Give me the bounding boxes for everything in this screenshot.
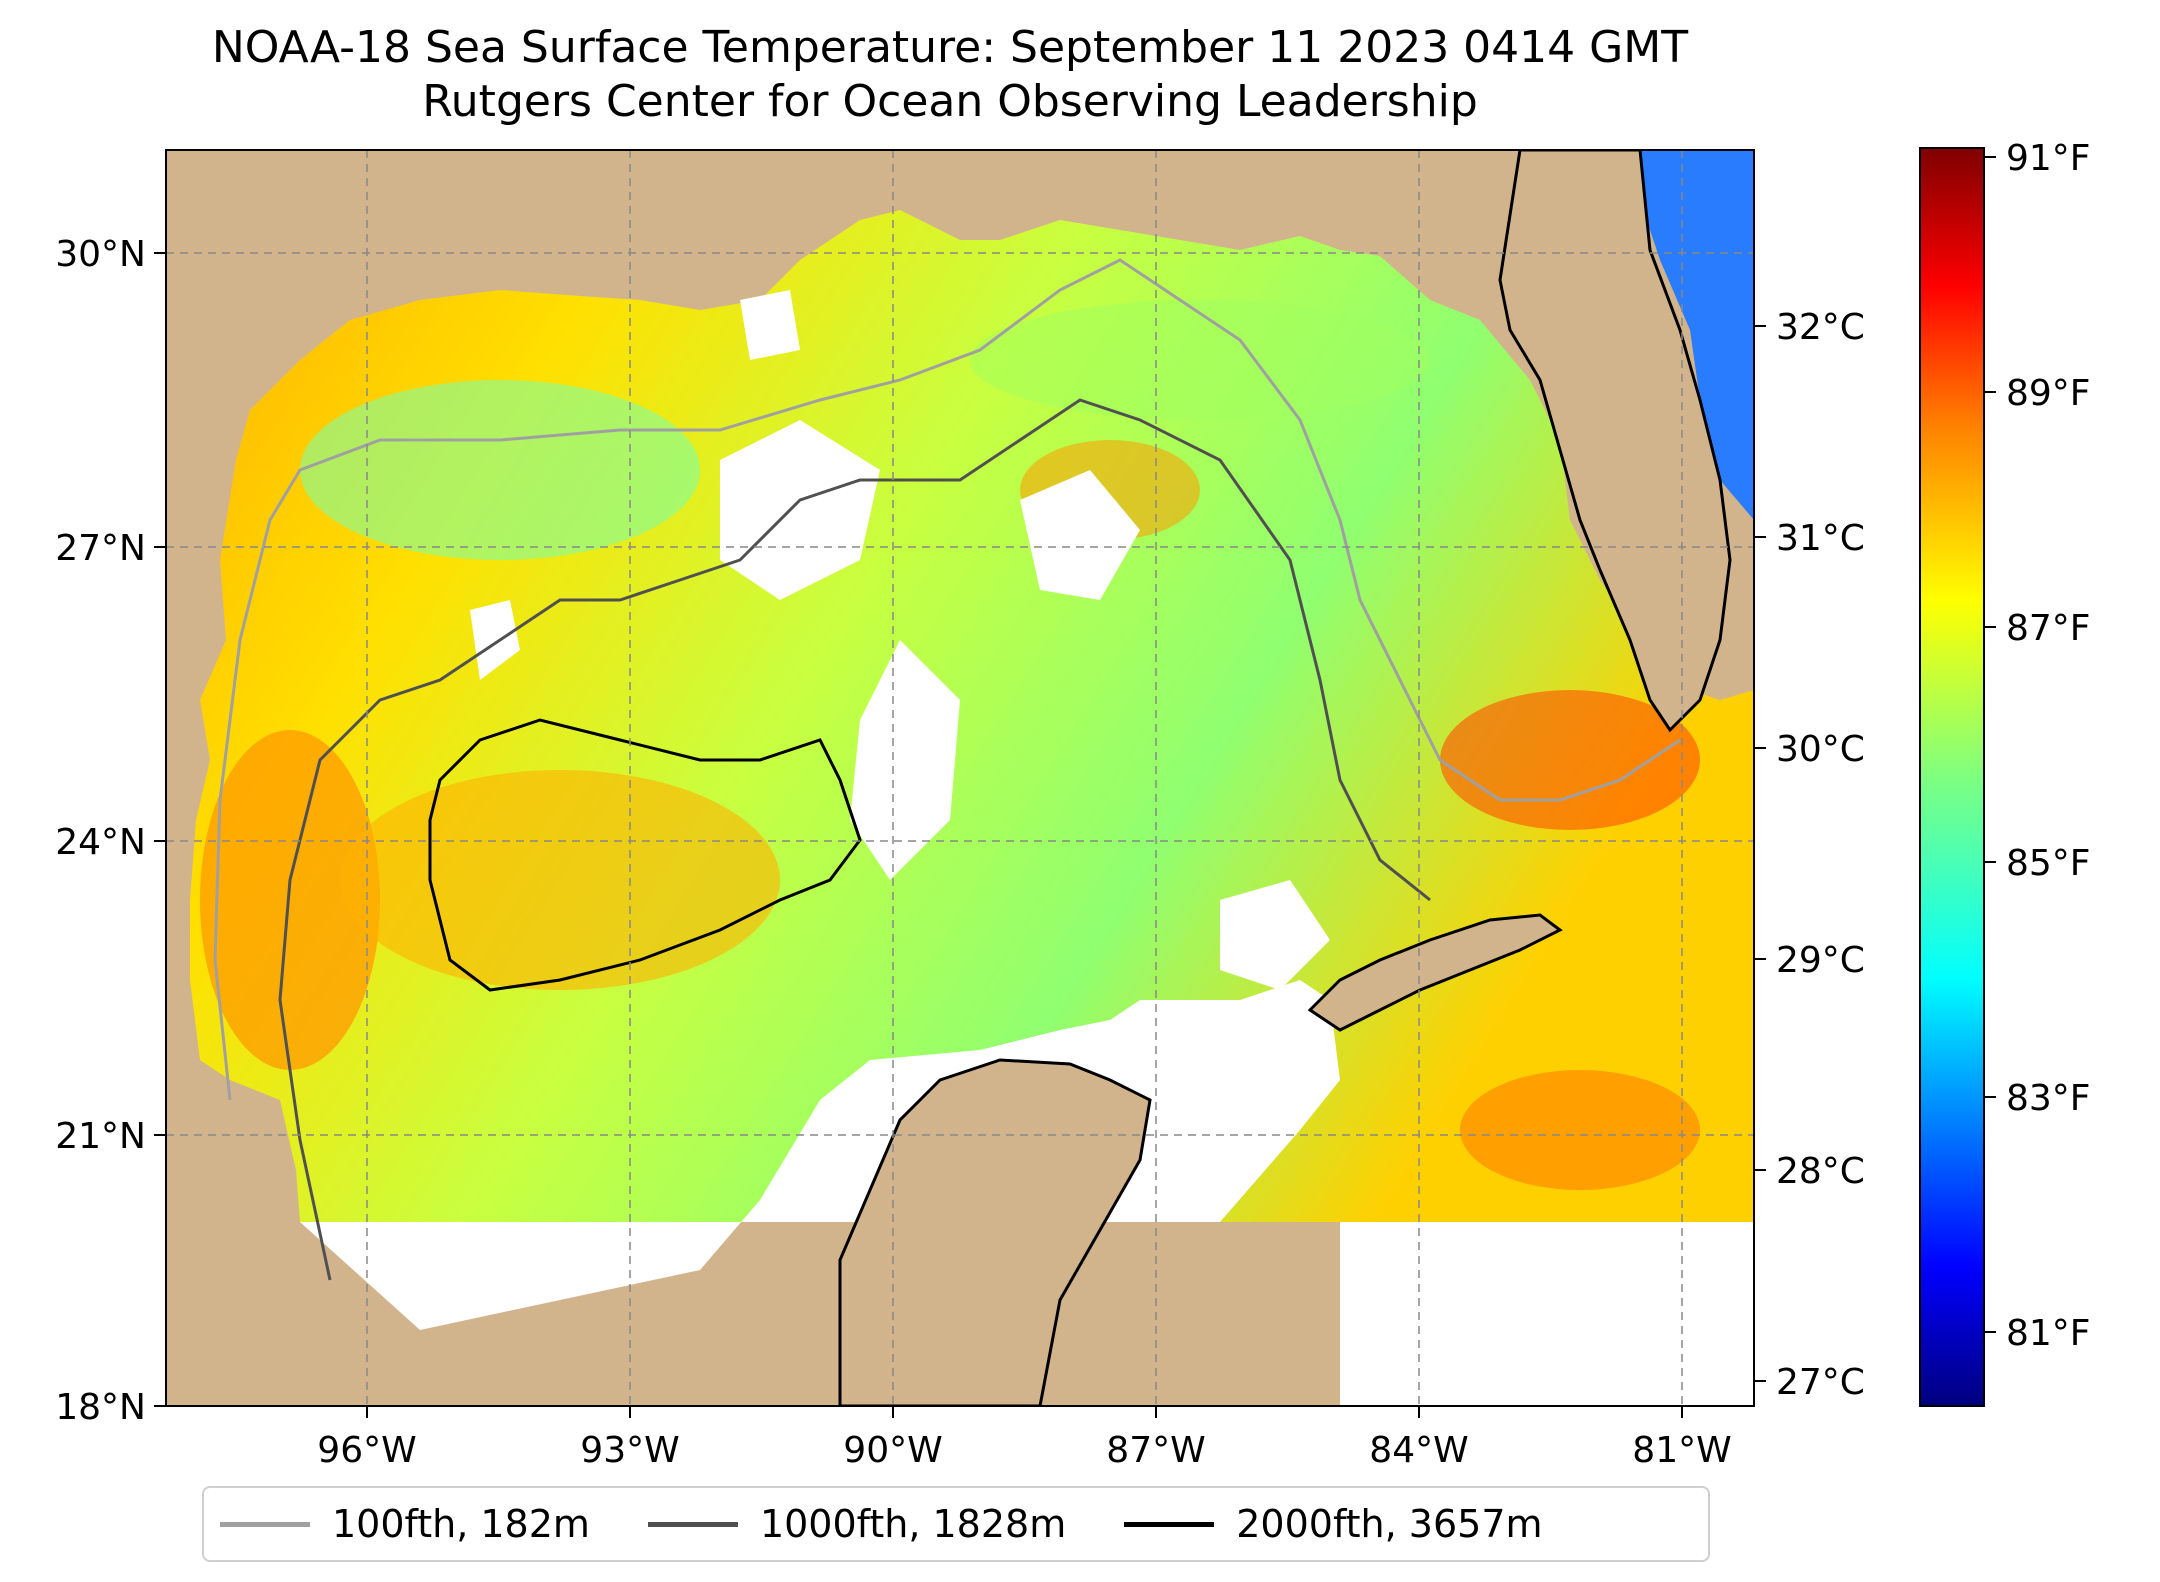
legend-label: 2000fth, 3657m <box>1236 1502 1543 1546</box>
lon-label: 90°W <box>843 1430 942 1471</box>
cuba-land <box>1307 913 1563 1032</box>
lat-label: 21°N <box>55 1116 146 1157</box>
lat-label: 27°N <box>55 528 146 569</box>
legend-item-100fth: 100fth, 182m <box>220 1502 590 1546</box>
map-frame <box>165 149 1755 1407</box>
yucatan-land <box>838 1058 1152 1406</box>
colorbar <box>1919 147 1985 1407</box>
colorbar-c-tick: 27°C <box>1776 1362 1865 1403</box>
colorbar-f-tick: 89°F <box>2006 373 2091 414</box>
legend-item-2000fth: 2000fth, 3657m <box>1124 1502 1543 1546</box>
lat-label: 24°N <box>55 822 146 863</box>
gridlines <box>166 150 1754 1406</box>
lon-label: 96°W <box>317 1430 416 1471</box>
legend-swatch <box>1124 1521 1215 1527</box>
map-title: NOAA-18 Sea Surface Temperature: Septemb… <box>211 22 1689 73</box>
colorbar-c-tick: 32°C <box>1776 307 1865 348</box>
legend-label: 1000fth, 1828m <box>759 1502 1067 1546</box>
atlantic-sst-field <box>1640 150 1754 520</box>
lon-label: 93°W <box>580 1430 679 1471</box>
colorbar-c-tick: 30°C <box>1776 729 1865 770</box>
contour-1000fth <box>278 398 1431 1281</box>
legend-swatch <box>220 1521 310 1527</box>
lat-label: 30°N <box>55 234 146 275</box>
map-subtitle: Rutgers Center for Ocean Observing Leade… <box>422 76 1478 127</box>
florida-land <box>1498 150 1732 733</box>
map-plot-area <box>166 150 1754 1406</box>
contour-2000fth <box>428 718 862 992</box>
contour-legend: 100fth, 182m 1000fth, 1828m 2000fth, 365… <box>202 1486 1710 1562</box>
colorbar-f-tick: 83°F <box>2006 1078 2091 1119</box>
colorbar-c-tick: 28°C <box>1776 1151 1865 1192</box>
colorbar-f-tick: 85°F <box>2006 843 2091 884</box>
colorbar-c-tick: 29°C <box>1776 940 1865 981</box>
legend-item-1000fth: 1000fth, 1828m <box>647 1502 1067 1546</box>
lon-label: 81°W <box>1632 1430 1731 1471</box>
colorbar-f-tick: 87°F <box>2006 608 2091 649</box>
colorbar-c-tick: 31°C <box>1776 518 1865 559</box>
colorbar-f-tick: 81°F <box>2006 1313 2091 1354</box>
contour-100fth <box>213 258 1681 1101</box>
legend-swatch <box>647 1521 738 1527</box>
legend-label: 100fth, 182m <box>332 1502 590 1546</box>
lat-label: 18°N <box>55 1387 146 1428</box>
lon-label: 84°W <box>1369 1430 1468 1471</box>
lon-label: 87°W <box>1106 1430 1205 1471</box>
colorbar-f-tick: 91°F <box>2006 138 2091 179</box>
